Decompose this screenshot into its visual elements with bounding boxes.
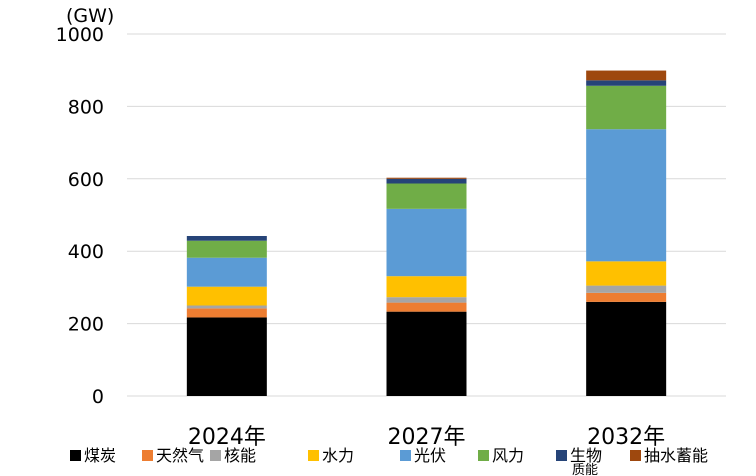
y-tick-label: 200 bbox=[68, 314, 104, 336]
x-axis: 2024年 2027年 2032年 bbox=[188, 425, 665, 450]
bar-segment bbox=[386, 208, 467, 277]
x-category-label: 2027年 bbox=[388, 425, 466, 450]
bar-segment bbox=[186, 257, 267, 287]
bar-segment bbox=[586, 301, 667, 396]
bar-segment bbox=[586, 80, 667, 86]
bar-segment bbox=[186, 317, 267, 396]
y-tick-label: 800 bbox=[68, 96, 104, 118]
bar-segment bbox=[586, 129, 667, 262]
bar-segment bbox=[386, 311, 467, 396]
legend-label: 生物质能 bbox=[570, 446, 602, 476]
y-tick-label: 1000 bbox=[56, 24, 104, 46]
bar-segment bbox=[386, 178, 467, 184]
bar-segment bbox=[586, 70, 667, 81]
legend-swatch bbox=[142, 450, 153, 461]
bar-segment bbox=[386, 302, 467, 312]
legend-swatch bbox=[308, 450, 319, 461]
legend-swatch bbox=[210, 450, 221, 461]
bar-segment bbox=[186, 308, 267, 318]
x-category-label: 2024年 bbox=[188, 425, 266, 450]
bar-segment bbox=[386, 177, 467, 179]
legend-label: 水力 bbox=[322, 446, 354, 465]
legend-swatch bbox=[478, 450, 489, 461]
legend-label: 天然气 bbox=[156, 446, 204, 465]
legend-label: 风力 bbox=[492, 446, 524, 465]
bar-segment bbox=[586, 285, 667, 293]
bar-segment bbox=[186, 240, 267, 258]
bar-segment bbox=[586, 261, 667, 286]
y-tick-label: 0 bbox=[92, 386, 104, 408]
bar-segment bbox=[386, 183, 467, 209]
y-tick-label: 600 bbox=[68, 169, 104, 191]
legend-label: 抽水蓄能 bbox=[644, 446, 708, 465]
legend-label: 核能 bbox=[224, 446, 256, 465]
y-tick-label: 400 bbox=[68, 241, 104, 263]
legend-swatch bbox=[556, 450, 567, 461]
bars bbox=[186, 70, 667, 396]
bar-segment bbox=[186, 305, 267, 309]
bar-segment bbox=[586, 292, 667, 302]
legend-swatch bbox=[70, 450, 81, 461]
x-category-label: 2032年 bbox=[587, 425, 665, 450]
bar-segment bbox=[186, 235, 267, 241]
legend: 煤炭 天然气 核能 水力 光伏 风力 生物质能 抽水蓄能 bbox=[70, 446, 708, 476]
y-axis: 0 200 400 600 800 1000 bbox=[56, 24, 104, 408]
legend-swatch bbox=[630, 450, 641, 461]
legend-label: 光伏 bbox=[414, 446, 446, 465]
bar-segment bbox=[386, 276, 467, 298]
legend-label: 煤炭 bbox=[84, 446, 116, 465]
legend-swatch bbox=[400, 450, 411, 461]
bar-segment bbox=[586, 85, 667, 130]
bar-segment bbox=[386, 297, 467, 303]
unit-label: (GW) bbox=[66, 5, 114, 27]
bar-segment bbox=[186, 286, 267, 306]
